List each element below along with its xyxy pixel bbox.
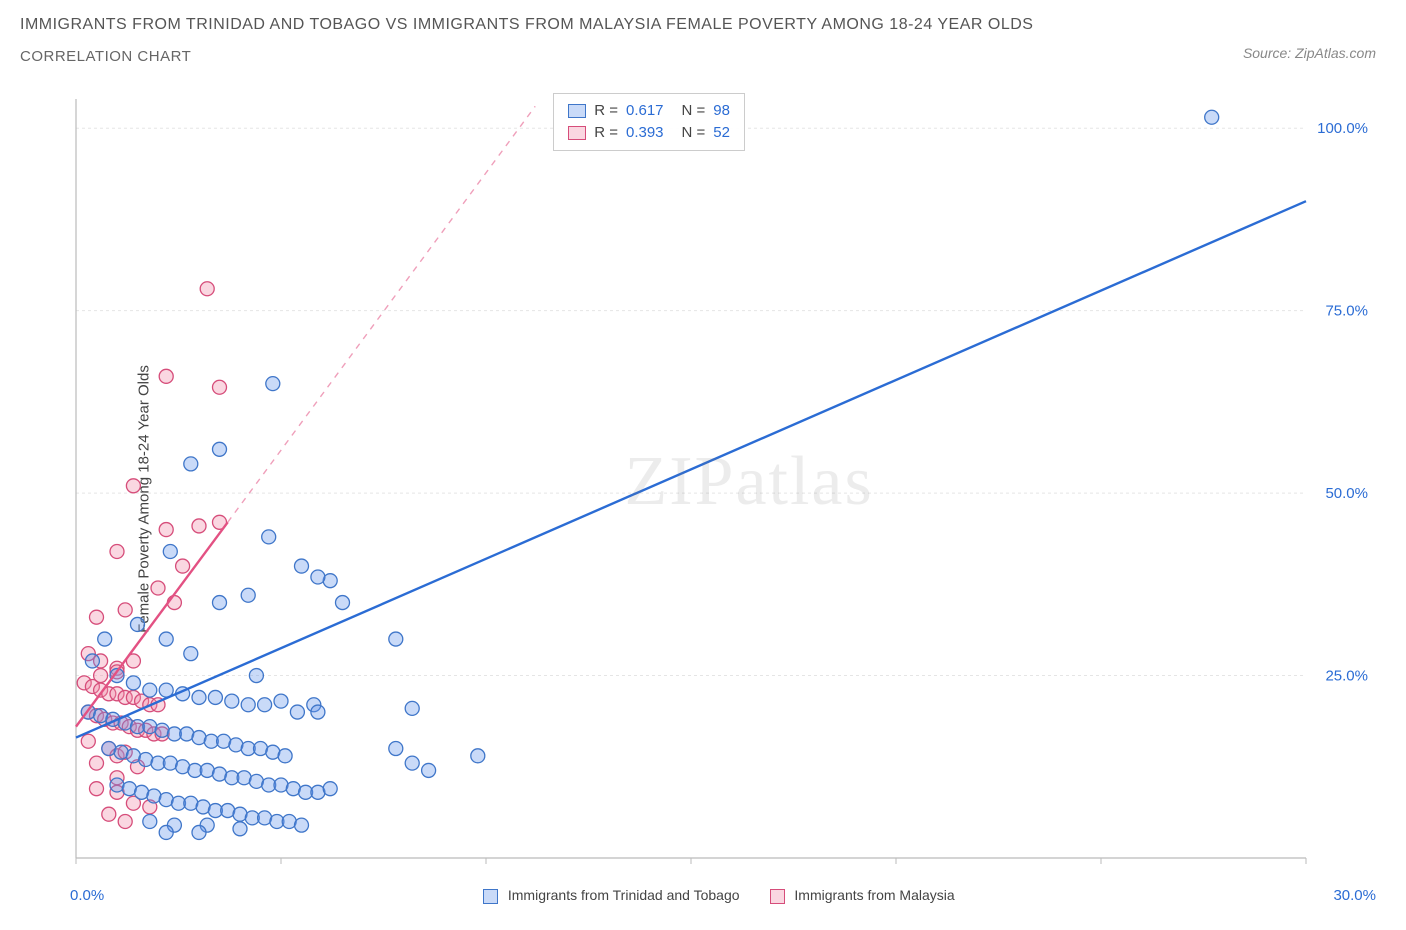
stats-r-label-1: R = xyxy=(594,100,618,122)
stats-r-label-2: R = xyxy=(594,122,618,144)
stats-n-label-2: N = xyxy=(682,122,706,144)
series-legend: Immigrants from Trinidad and Tobago Immi… xyxy=(483,887,955,904)
stats-swatch-1 xyxy=(568,104,586,118)
legend-item-1: Immigrants from Trinidad and Tobago xyxy=(483,887,740,904)
stats-row-series1: R = 0.617 N = 98 xyxy=(568,100,730,122)
x-axis-legend: 0.0% Immigrants from Trinidad and Tobago… xyxy=(70,887,1376,904)
svg-text:50.0%: 50.0% xyxy=(1325,485,1368,502)
legend-item-2: Immigrants from Malaysia xyxy=(770,887,955,904)
correlation-stats-box: R = 0.617 N = 98 R = 0.393 N = 52 xyxy=(553,93,745,151)
x-axis-max: 30.0% xyxy=(1333,887,1376,904)
svg-text:100.0%: 100.0% xyxy=(1317,120,1368,137)
chart-container: Female Poverty Among 18-24 Year Olds 25.… xyxy=(20,88,1386,910)
stats-row-series2: R = 0.393 N = 52 xyxy=(568,122,730,144)
stats-n-value-2: 52 xyxy=(713,122,730,144)
stats-n-value-1: 98 xyxy=(713,100,730,122)
source-attribution: Source: ZipAtlas.com xyxy=(1243,45,1376,61)
plot-area: 25.0%50.0%75.0%100.0% ZIPatlas R = 0.617… xyxy=(70,93,1376,870)
legend-label-1: Immigrants from Trinidad and Tobago xyxy=(508,887,740,903)
stats-r-value-1: 0.617 xyxy=(626,100,664,122)
scatter-svg: 25.0% 50.0% 75.0% 100.0% xyxy=(70,93,1376,870)
stats-r-value-2: 0.393 xyxy=(626,122,664,144)
legend-label-2: Immigrants from Malaysia xyxy=(794,887,954,903)
stats-n-label-1: N = xyxy=(682,100,706,122)
x-axis-min: 0.0% xyxy=(70,887,104,904)
legend-swatch-1 xyxy=(483,889,498,904)
svg-text:75.0%: 75.0% xyxy=(1325,303,1368,320)
chart-title-line2: CORRELATION CHART xyxy=(20,48,1386,65)
chart-title-line1: IMMIGRANTS FROM TRINIDAD AND TOBAGO VS I… xyxy=(20,16,1386,34)
stats-swatch-2 xyxy=(568,126,586,140)
legend-swatch-2 xyxy=(770,889,785,904)
svg-text:25.0%: 25.0% xyxy=(1325,668,1368,685)
